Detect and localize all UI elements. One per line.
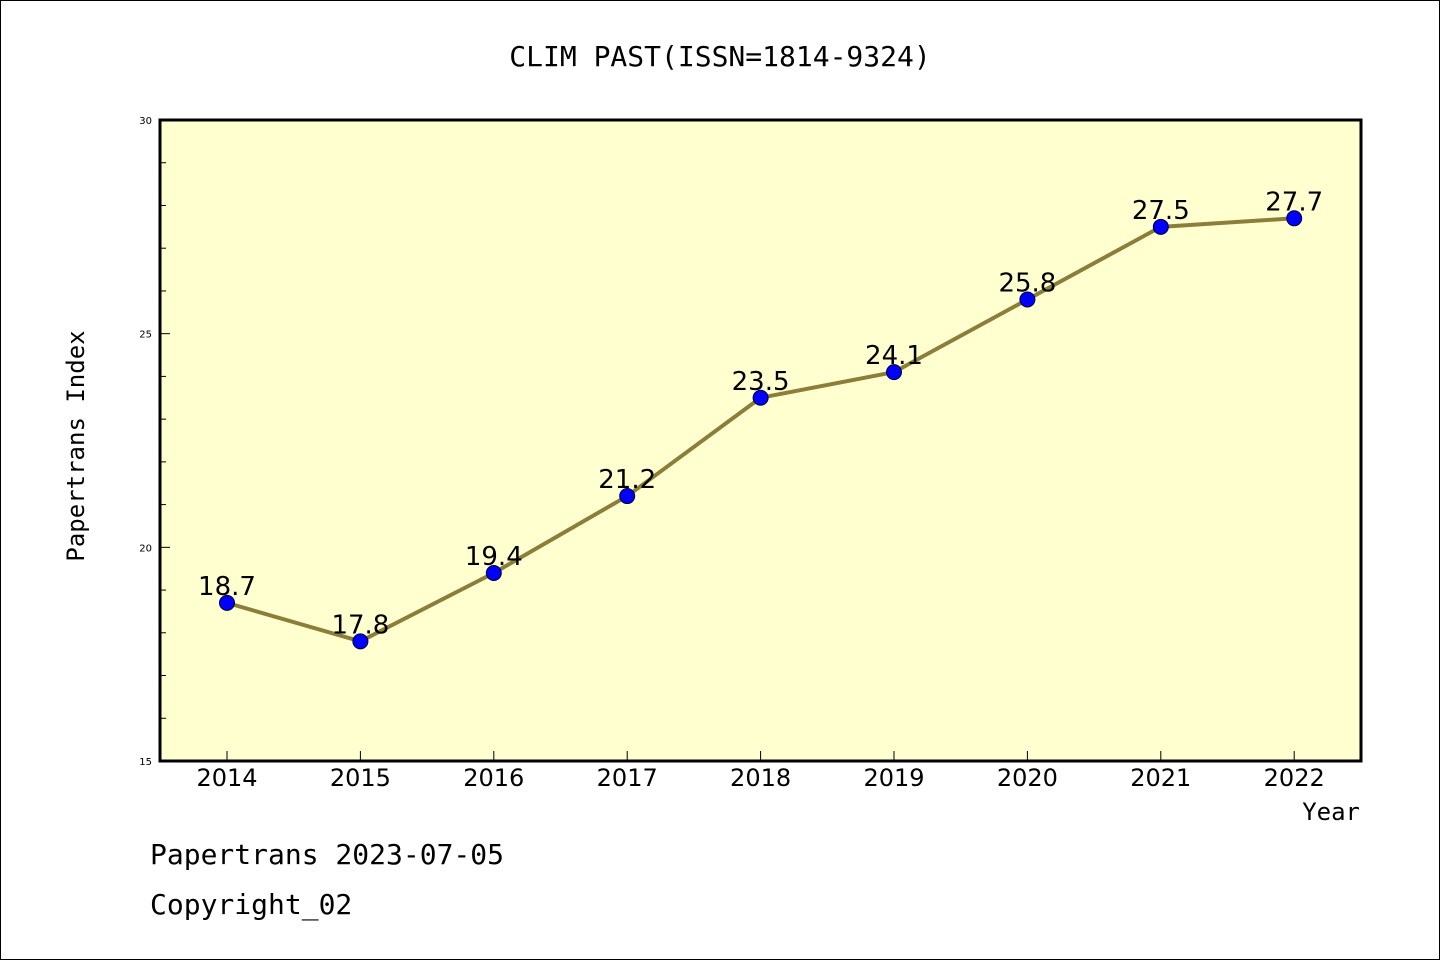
data-point (352, 633, 369, 650)
data-label: 27.5 (1132, 196, 1190, 226)
data-label: 25.8 (998, 268, 1056, 298)
x-tick-label: 2022 (1264, 764, 1325, 792)
series-group: 18.7 17.8 19.4 21.2 23.5 24.1 25.8 27.5 27.7 (198, 187, 1323, 650)
chart-title: CLIM PAST(ISSN=1814-9324) (509, 40, 930, 73)
data-point (619, 488, 636, 505)
data-point (485, 564, 502, 581)
data-point (1152, 218, 1169, 235)
data-point (219, 594, 235, 611)
x-tick-label: 2017 (597, 764, 658, 792)
data-point (1286, 210, 1303, 227)
x-tick-label: 2015 (330, 764, 391, 792)
y-tick-label: 20 (139, 543, 152, 554)
y-tick-label: 15 (139, 757, 152, 768)
data-point (752, 389, 769, 406)
data-label: 21.2 (598, 465, 656, 495)
data-label: 17.8 (331, 610, 389, 640)
y-tick-label: 25 (139, 330, 152, 341)
data-point (1019, 291, 1036, 308)
x-tick-label: 2016 (463, 764, 524, 792)
data-label: 18.7 (198, 572, 256, 602)
x-tick-label: 2014 (196, 764, 257, 792)
x-tick-label: 2018 (730, 764, 791, 792)
footer-date: Papertrans 2023-07-05 (150, 838, 504, 871)
data-label: 19.4 (465, 542, 523, 572)
x-tick-label: 2019 (863, 764, 924, 792)
data-label: 27.7 (1265, 187, 1323, 217)
footer-copyright: Copyright_02 (150, 888, 352, 922)
y-axis-label: Papertrans Index (62, 330, 90, 561)
data-point (886, 364, 902, 381)
x-axis-ticks: 2014 2015 2016 2017 2018 2019 2020 2021 2022 (196, 751, 1325, 792)
y-tick-label: 30 (139, 116, 152, 127)
x-axis-label: Year (1302, 798, 1360, 826)
data-label: 23.5 (732, 367, 790, 397)
data-label: 24.1 (865, 341, 923, 371)
x-tick-label: 2021 (1130, 764, 1191, 792)
y-axis-ticks: 15 20 25 30 (139, 116, 170, 768)
x-tick-label: 2020 (997, 764, 1058, 792)
